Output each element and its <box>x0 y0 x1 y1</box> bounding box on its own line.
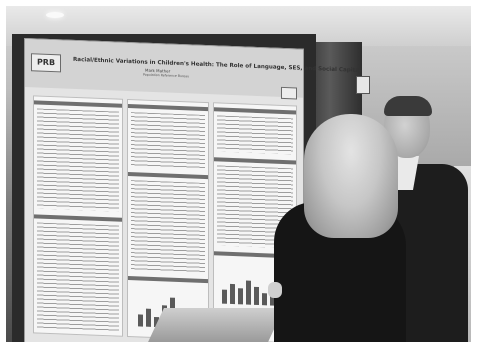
section-header-bar <box>128 275 208 284</box>
ceiling-light <box>46 12 64 18</box>
section-header-bar <box>34 214 122 222</box>
section-header-bar <box>214 157 296 165</box>
section-header-bar <box>128 171 208 180</box>
table-block <box>217 115 293 155</box>
poster-title: Racial/Ethnic Variations in Children's H… <box>73 56 362 74</box>
chart-bar <box>254 286 259 306</box>
text-block <box>37 222 119 333</box>
woman-hand <box>268 282 282 298</box>
chart-bar <box>230 283 235 305</box>
poster-header: PRB Racial/Ethnic Variations in Children… <box>25 39 362 100</box>
poster: PRB Racial/Ethnic Variations in Children… <box>24 38 362 342</box>
chart-bar <box>138 314 143 327</box>
table-ledge <box>148 308 284 342</box>
photo: PRB Racial/Ethnic Variations in Children… <box>6 6 471 342</box>
man-hair <box>384 96 432 116</box>
poster-corner-logo <box>281 86 297 100</box>
chart-bar <box>238 288 243 305</box>
poster-affiliation: Population Reference Bureau <box>143 72 190 79</box>
poster-column-middle <box>127 98 209 341</box>
chart-bar <box>146 308 151 327</box>
section-header-bar <box>128 103 208 112</box>
chart-bar <box>262 293 267 306</box>
section-header-bar <box>34 100 122 108</box>
text-block <box>37 108 119 212</box>
wall-sign <box>356 76 370 94</box>
prb-logo: PRB <box>31 53 61 73</box>
text-block <box>131 112 205 169</box>
table-block <box>131 180 205 273</box>
chart-bar <box>222 289 227 304</box>
woman-hair <box>304 114 398 238</box>
poster-column-left <box>33 95 123 337</box>
section-header-bar <box>214 107 296 115</box>
chart-bar <box>246 280 251 305</box>
